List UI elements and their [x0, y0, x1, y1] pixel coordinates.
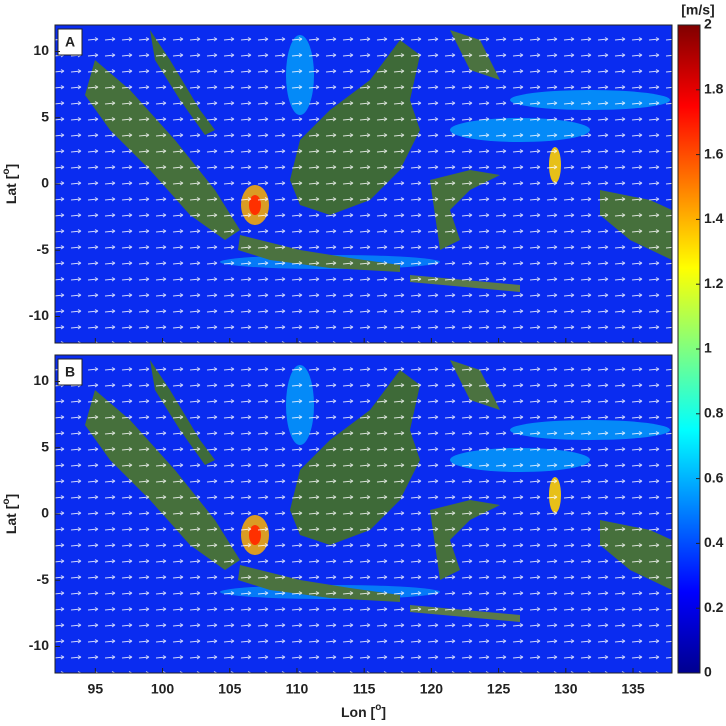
- x-tick-label: 100: [151, 681, 175, 697]
- y-tick-label: -10: [29, 637, 49, 653]
- y-tick-label: -5: [37, 571, 50, 587]
- colorbar-tick-label: 0.4: [704, 534, 724, 550]
- colorbar-tick-label: 1: [704, 340, 712, 356]
- colorbar-tick-label: 2: [704, 16, 712, 32]
- y-axis-label-main: Lat [: [3, 174, 19, 204]
- panel-label: B: [65, 364, 75, 380]
- colorbar: 0 0.2 0.4 0.6 0.8 1 1.2 1.4 1.6 1.8 2[m/s]: [677, 2, 724, 680]
- panel-label-box: [57, 28, 83, 56]
- velocity-arrows: [55, 355, 672, 673]
- y-tick-label: 0: [41, 505, 49, 521]
- y-tick-label: 10: [33, 42, 49, 58]
- y-axis-label-close: ]: [3, 494, 19, 499]
- x-axis-label-sup: o: [375, 702, 381, 713]
- x-axis-label-close: ]: [381, 704, 386, 720]
- y-axis-label-sup: o: [1, 169, 12, 175]
- colorbar-tick-label: 1.2: [704, 275, 724, 291]
- y-tick-label: 5: [41, 108, 49, 124]
- y-tick-label: 5: [41, 438, 49, 454]
- colorbar-tick-label: 0.8: [704, 405, 724, 421]
- y-axis-label-main: Lat [: [3, 504, 19, 534]
- x-tick-label: 130: [554, 681, 578, 697]
- x-tick-label: 95: [88, 681, 104, 697]
- x-tick-label: 135: [621, 681, 645, 697]
- panel-label: A: [65, 34, 75, 50]
- map-content: [55, 25, 672, 343]
- x-tick-label: 105: [218, 681, 242, 697]
- colorbar-tick-label: 1.4: [704, 210, 724, 226]
- colorbar-label: [m/s]: [681, 2, 714, 18]
- velocity-arrows: [55, 25, 672, 343]
- y-axis-label: Lat [o]: [1, 494, 19, 534]
- colorbar-tick-label: 1.6: [704, 145, 724, 161]
- map-content: [55, 355, 672, 673]
- y-tick-label: 0: [41, 175, 49, 191]
- x-axis-label: Lon [o]: [341, 702, 386, 720]
- colorbar-tick-label: 1.8: [704, 81, 724, 97]
- x-tick-label: 125: [487, 681, 511, 697]
- x-axis-label-main: Lon [: [341, 704, 376, 720]
- y-axis-label: Lat [o]: [1, 164, 19, 204]
- x-tick-label: 115: [353, 681, 376, 697]
- y-tick-label: -5: [37, 241, 50, 257]
- panel-label-box: [57, 358, 83, 386]
- colorbar-tick-label: 0.6: [704, 469, 724, 485]
- colorbar-tick-label: 0: [704, 664, 712, 680]
- y-tick-label: 10: [33, 372, 49, 388]
- x-tick-label: 120: [420, 681, 444, 697]
- y-axis-label-sup: o: [1, 499, 12, 505]
- map-panel: B -10 -5 0 5 10 95 100 105 110 115 120 125 130 135 Lat …: [1, 354, 673, 697]
- x-tick-label: 110: [286, 681, 309, 697]
- y-tick-label: -10: [29, 307, 49, 323]
- y-axis-label-close: ]: [3, 164, 19, 169]
- colorbar-tick-label: 0.2: [704, 599, 724, 615]
- map-panel: A -10 -5 0 5 10 Lat [o]: [1, 24, 673, 344]
